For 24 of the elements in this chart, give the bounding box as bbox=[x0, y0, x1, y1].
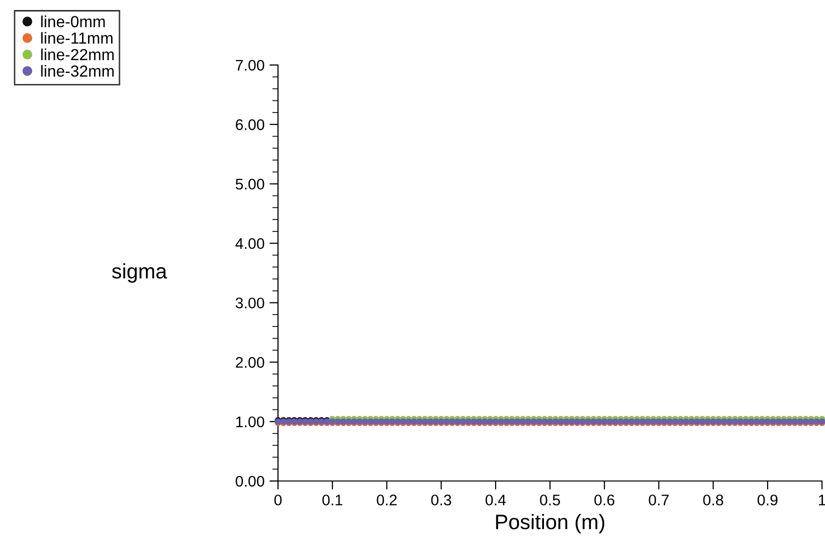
legend-label: line-22mm bbox=[41, 48, 114, 60]
y-tick-label: 2.00 bbox=[236, 357, 264, 368]
x-tick-label: 0.3 bbox=[431, 494, 452, 506]
legend-label: line-32mm bbox=[41, 65, 114, 77]
y-tick-label: 3.00 bbox=[236, 298, 264, 308]
x-tick-label: 0 bbox=[274, 494, 282, 506]
x-tick-label: 0.4 bbox=[486, 494, 506, 506]
y-axis-title: sigma bbox=[112, 263, 168, 283]
x-tick-label: 0.8 bbox=[703, 494, 724, 506]
y-tick-label: 6.00 bbox=[236, 119, 264, 130]
x-axis-title: Position (m) bbox=[496, 514, 604, 534]
legend-label: line-0mm bbox=[41, 16, 105, 28]
x-tick-label: 0.5 bbox=[540, 494, 560, 506]
y-tick-label: 4.00 bbox=[235, 238, 264, 249]
x-tick-label: 0.6 bbox=[594, 494, 614, 506]
legend-label: line-11mm bbox=[41, 32, 112, 44]
y-tick-label: 1.00 bbox=[236, 416, 264, 428]
x-tick-label: 0.7 bbox=[648, 494, 669, 506]
x-tick-label: 0.9 bbox=[758, 494, 778, 506]
y-tick-label: 7.00 bbox=[236, 60, 264, 71]
x-tick-label: 0.1 bbox=[322, 494, 342, 506]
y-tick-label: 5.00 bbox=[236, 178, 264, 190]
y-tick-label: 0.00 bbox=[236, 476, 264, 487]
x-tick-label: 0.2 bbox=[376, 494, 397, 506]
